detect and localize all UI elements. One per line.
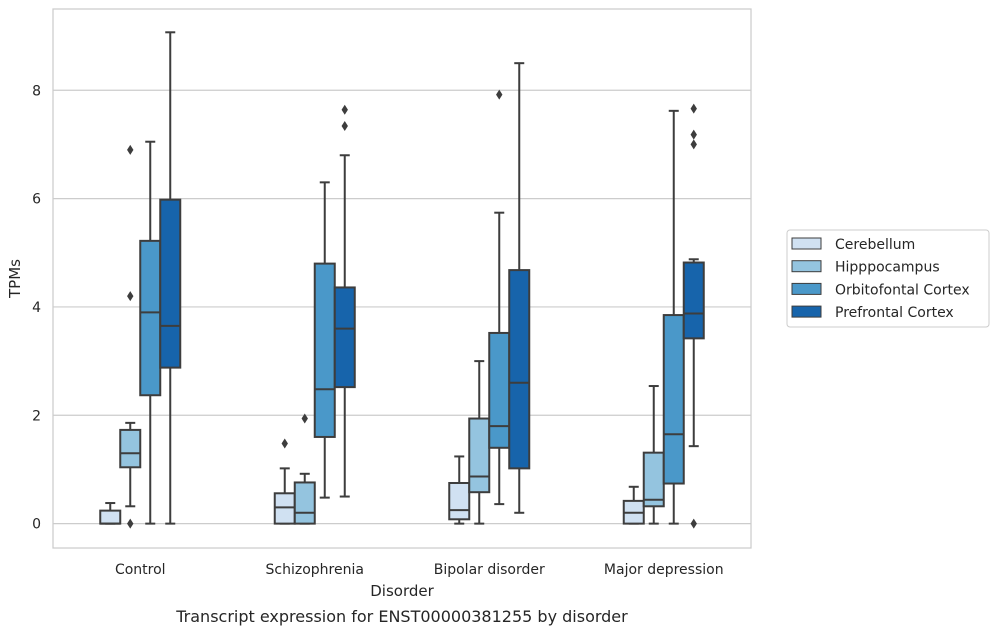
box-hipppocampus (642, 385, 665, 525)
outlier-point (690, 139, 697, 150)
y-tick-label: 4 (32, 300, 41, 316)
box-cerebellum (273, 438, 296, 525)
box-hipppocampus (119, 144, 142, 529)
box-iqr (313, 262, 336, 438)
box-iqr (448, 481, 471, 521)
box-cerebellum (622, 485, 645, 525)
y-axis-label: TPMs (6, 259, 24, 299)
box-cerebellum (99, 502, 122, 525)
box-prefrontal-cortex (333, 104, 356, 498)
outlier-point (127, 518, 134, 529)
box-iqr (333, 286, 356, 389)
box-iqr (488, 331, 511, 449)
x-tick-label: Bipolar disorder (434, 562, 545, 578)
x-axis-ticks: Control Schizophrenia Bipolar disorder Majo… (115, 562, 724, 578)
plot-frame (52, 8, 752, 549)
box-orbitofontal-cortex (313, 181, 336, 499)
legend-swatch (791, 282, 822, 295)
box-hipppocampus (293, 413, 316, 525)
box-iqr (159, 198, 182, 369)
legend-swatch (791, 260, 822, 273)
box-plots (99, 31, 705, 529)
x-tick-label: Major depression (604, 562, 724, 578)
outlier-point (341, 104, 348, 115)
outlier-point (496, 89, 503, 100)
outlier-point (127, 144, 134, 155)
box-iqr (273, 492, 296, 525)
y-axis-ticks: 0 2 4 6 8 (32, 83, 41, 532)
box-iqr (293, 481, 316, 525)
box-prefrontal-cortex (682, 103, 705, 529)
box-orbitofontal-cortex (139, 140, 162, 525)
box-iqr (682, 261, 705, 340)
legend-box (786, 229, 990, 328)
x-tick-label: Schizophrenia (266, 562, 364, 578)
legend-swatch (791, 237, 822, 250)
legend-swatch (791, 305, 822, 318)
y-tick-label: 2 (32, 408, 41, 424)
y-tick-label: 6 (32, 192, 41, 208)
legend-label: Cerebellum (835, 237, 915, 253)
box-iqr (662, 314, 685, 485)
chart-caption: Transcript expression for ENST0000038125… (175, 607, 628, 626)
outlier-point (127, 291, 134, 302)
x-axis-label: Disorder (370, 582, 434, 600)
box-iqr (119, 428, 142, 469)
x-tick-label: Control (115, 562, 166, 578)
box-cerebellum (448, 455, 471, 525)
box-orbitofontal-cortex (488, 89, 511, 506)
outlier-point (341, 121, 348, 132)
outlier-point (690, 129, 697, 140)
outlier-point (690, 518, 697, 529)
box-iqr (508, 269, 531, 470)
box-prefrontal-cortex (508, 62, 531, 514)
outlier-point (281, 438, 288, 449)
box-orbitofontal-cortex (662, 109, 685, 525)
box-iqr (468, 417, 491, 494)
legend-label: Prefrontal Cortex (835, 305, 954, 321)
box-iqr (642, 451, 665, 508)
legend-label: Hipppocampus (835, 260, 940, 276)
outlier-point (690, 103, 697, 114)
legend-label: Orbitofontal Cortex (835, 282, 970, 298)
box-iqr (139, 239, 162, 397)
legend: Cerebellum Hipppocampus Orbitofontal Corte… (786, 229, 990, 328)
outlier-point (301, 413, 308, 424)
y-tick-label: 8 (32, 83, 41, 99)
box-iqr (99, 509, 122, 525)
box-prefrontal-cortex (159, 31, 182, 525)
box-hipppocampus (468, 360, 491, 525)
y-tick-label: 0 (32, 517, 41, 533)
